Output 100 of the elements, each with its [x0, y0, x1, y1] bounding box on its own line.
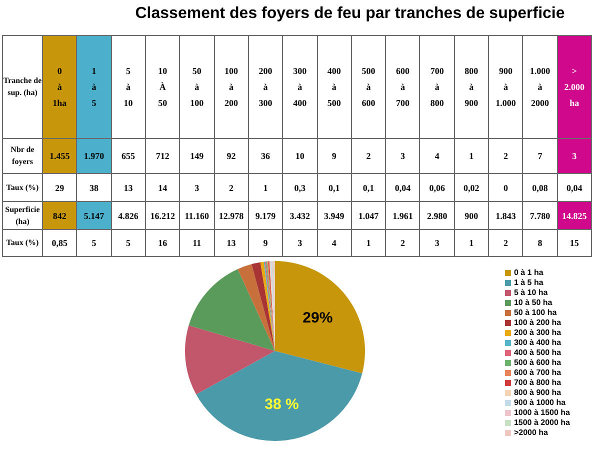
data-label: 16.212 [145, 202, 180, 230]
legend-label: 1 à 5 ha [514, 278, 544, 287]
column-header-cell: 600 à 700 [386, 36, 420, 138]
x-tick-label: 1 à 5 [90, 65, 98, 110]
data-label: 29 [42, 174, 77, 202]
data-label: 7 [522, 138, 558, 174]
data-label: 38 [76, 174, 112, 202]
column-header-cell: 300 à 400 [282, 36, 317, 138]
data-label: 2 [214, 174, 248, 202]
data-label: 0,08 [522, 174, 558, 202]
column-header-cell: > 2.000 ha [557, 36, 592, 138]
data-label: 1.455 [42, 138, 77, 174]
data-label: 0,06 [420, 174, 454, 202]
data-label: 0,04 [386, 174, 420, 202]
legend-label: 0 à 1 ha [514, 268, 544, 277]
x-tick-label: 300 à 400 [292, 65, 308, 110]
data-label: 3.432 [282, 202, 317, 230]
legend-label: 600 à 700 ha [514, 368, 562, 377]
legend-label: >2000 ha [514, 428, 548, 437]
data-label: 1 [248, 174, 283, 202]
pie-slice [252, 262, 275, 351]
legend-label: 300 à 400 ha [514, 338, 562, 347]
data-label: 7.780 [522, 202, 558, 230]
data-label: 29% [302, 309, 333, 326]
data-label: 13 [214, 230, 248, 256]
data-label: 5 [76, 230, 112, 256]
x-tick-label: 100 à 200 [223, 65, 239, 110]
legend-label: 900 à 1000 ha [514, 398, 566, 407]
data-label: 1.843 [488, 202, 523, 230]
data-label: 1.961 [386, 202, 420, 230]
data-label: 4 [420, 138, 454, 174]
data-label: 3.949 [317, 202, 352, 230]
data-label: 0 [488, 174, 523, 202]
x-tick-label: 900 à 1.000 [494, 65, 517, 110]
data-label: 1 [454, 230, 489, 256]
data-label: 14 [145, 174, 180, 202]
data-label: 2 [386, 230, 420, 256]
data-label: 0,3 [282, 174, 317, 202]
data-label: 149 [180, 138, 214, 174]
data-label: 0,85 [42, 230, 77, 256]
x-tick-label: 0 à 1ha [52, 65, 68, 110]
legend-label: 5 à 10 ha [514, 288, 548, 297]
corner-header-cell: Tranche de sup. (ha) [2, 36, 42, 138]
data-label: 900 [454, 202, 489, 230]
data-label: 2.980 [420, 202, 454, 230]
column-header-cell: 400 à 500 [317, 36, 352, 138]
x-tick-label: 50 à 100 [189, 65, 205, 110]
data-label: 2 [488, 230, 523, 256]
data-label: 1.970 [76, 138, 112, 174]
data-label: 3 [282, 230, 317, 256]
legend-label: 200 à 300 ha [514, 328, 562, 337]
data-label: 842 [42, 202, 77, 230]
data-label: 10 [282, 138, 317, 174]
pie-slice [196, 351, 362, 441]
data-label: 655 [111, 138, 146, 174]
x-tick-label: 10 À 50 [157, 65, 168, 110]
pie-slice [188, 269, 275, 351]
column-header-cell: 1 à 5 [76, 36, 112, 138]
column-header-cell: 5 à 10 [111, 36, 146, 138]
data-label: 2 [488, 138, 523, 174]
data-label: 0,1 [351, 174, 386, 202]
legend-label: 500 à 600 ha [514, 358, 562, 367]
data-label: 92 [214, 138, 248, 174]
data-label: 36 [248, 138, 283, 174]
data-label: 9.179 [248, 202, 283, 230]
data-label: 38 % [264, 396, 299, 414]
x-tick-label: 800 à 900 [464, 65, 480, 110]
data-label: 0,04 [557, 174, 592, 202]
x-tick-label: 600 à 700 [395, 65, 411, 110]
x-tick-label: 500 à 600 [360, 65, 376, 110]
chart-title: Classement des foyers de feu par tranches de superficie [134, 5, 566, 23]
data-label: 4.826 [111, 202, 146, 230]
x-tick-label: 5 à 10 [122, 65, 134, 110]
pie-slice [185, 325, 275, 394]
data-label: 712 [145, 138, 180, 174]
data-label: 3 [557, 138, 592, 174]
x-tick-label: 1.000 à 2000 [528, 65, 552, 110]
column-header-cell: 1.000 à 2000 [522, 36, 558, 138]
data-label: 0,02 [454, 174, 489, 202]
data-label: 9 [317, 138, 352, 174]
data-label: 14.825 [557, 202, 592, 230]
data-label: 13 [111, 174, 146, 202]
column-header-cell: 500 à 600 [351, 36, 386, 138]
data-label: 9 [248, 230, 283, 256]
pie-slice [275, 261, 365, 374]
column-header-cell: 50 à 100 [180, 36, 214, 138]
column-header-cell: 100 à 200 [214, 36, 248, 138]
column-header-cell: 0 à 1ha [42, 36, 77, 138]
legend-label: 1000 à 1500 ha [514, 408, 570, 417]
x-tick-label: 700 à 800 [429, 65, 445, 110]
data-label: 11 [180, 230, 214, 256]
data-label: 12.978 [214, 202, 248, 230]
data-label: 11.160 [180, 202, 214, 230]
column-header-cell: 200 à 300 [248, 36, 283, 138]
data-label: 3 [180, 174, 214, 202]
pie-slice [238, 264, 275, 351]
legend-label: 400 à 500 ha [514, 348, 562, 357]
data-label: 3 [386, 138, 420, 174]
data-label: 5 [111, 230, 146, 256]
legend-label: 700 à 800 ha [514, 378, 562, 387]
